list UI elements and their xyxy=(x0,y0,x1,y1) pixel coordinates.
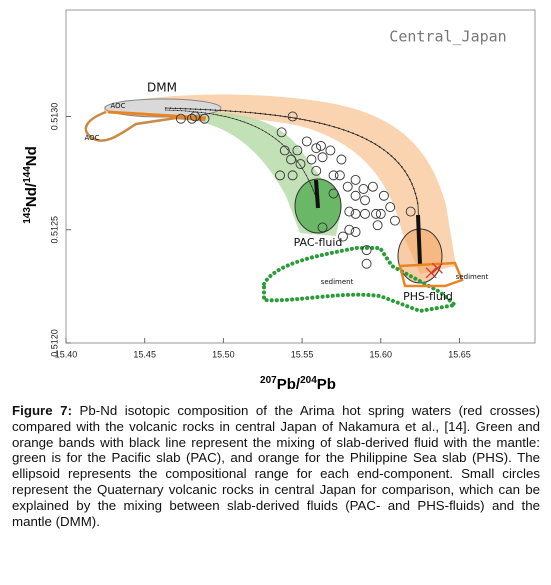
region-label: Central_Japan xyxy=(389,28,506,46)
point xyxy=(342,181,353,192)
cross-stroke xyxy=(425,267,437,279)
phs-end xyxy=(416,214,422,265)
x-tick-label: 15.40 xyxy=(55,349,78,359)
point xyxy=(316,140,326,151)
pac-end xyxy=(314,179,320,209)
point xyxy=(175,113,186,124)
caption-text: Pb-Nd isotopic composition of the Arima … xyxy=(12,403,540,529)
y-label-part: 144 xyxy=(22,166,33,183)
point xyxy=(334,170,345,181)
cross-marker xyxy=(431,262,443,274)
x-tick-label: 15.55 xyxy=(291,349,314,359)
point xyxy=(301,136,312,147)
point xyxy=(350,174,361,185)
point xyxy=(378,190,389,201)
aoc-label: AOC xyxy=(84,134,99,142)
point xyxy=(358,184,369,194)
point xyxy=(389,215,400,226)
point xyxy=(361,245,372,256)
aoc-outline xyxy=(84,110,206,142)
point xyxy=(311,143,322,154)
cross-stroke xyxy=(431,262,443,274)
pac-sediment xyxy=(262,246,460,314)
point xyxy=(292,145,303,156)
point xyxy=(306,154,317,165)
x-axis-label: 207Pb/204Pb xyxy=(260,375,336,393)
point xyxy=(328,188,339,199)
point xyxy=(325,145,336,156)
phs-fluid-label: PHS-fluid xyxy=(403,290,453,303)
chart: Central_Japan DMM AOC AOC PAC-fluid PHS-… xyxy=(22,9,536,393)
point xyxy=(350,190,361,201)
point xyxy=(367,181,378,192)
point xyxy=(276,127,287,138)
cross-marker xyxy=(425,267,437,279)
point xyxy=(190,111,201,122)
phs-sediment xyxy=(398,261,464,288)
caption: Figure 7: Pb-Nd isotopic composition of … xyxy=(12,403,540,529)
point xyxy=(199,113,210,124)
point xyxy=(287,111,298,122)
sediment-label: sediment xyxy=(456,273,489,281)
sediment-label: sediment xyxy=(321,278,354,286)
point xyxy=(385,202,396,213)
caption-label: Figure 7: xyxy=(12,403,72,418)
point xyxy=(361,258,372,269)
point xyxy=(279,145,290,156)
point xyxy=(286,154,297,165)
pac-mixing-line xyxy=(164,109,318,201)
point xyxy=(295,159,306,169)
x-label-part: Pb xyxy=(317,376,336,393)
point xyxy=(328,170,339,181)
phs-band xyxy=(104,94,456,274)
x-label-part: 204 xyxy=(300,375,317,386)
phs-mixing-curve xyxy=(164,107,419,206)
point xyxy=(317,222,328,233)
point xyxy=(275,170,285,181)
x-label-part: 207 xyxy=(260,375,277,386)
y-label-part: Nd/ xyxy=(23,182,40,207)
y-label-part: 143 xyxy=(22,207,33,224)
point xyxy=(344,206,355,217)
x-tick-label: 15.50 xyxy=(212,349,235,359)
point xyxy=(372,220,383,231)
point xyxy=(317,152,328,163)
x-tick-label: 15.65 xyxy=(448,349,471,359)
x-tick-label: 15.45 xyxy=(133,349,156,359)
point xyxy=(405,206,416,217)
point xyxy=(350,227,361,237)
x-label-part: Pb/ xyxy=(277,376,301,393)
point xyxy=(287,170,298,181)
point xyxy=(344,224,355,235)
y-label-part: Nd xyxy=(23,146,40,166)
point xyxy=(186,113,197,124)
y-tick-label: 0.5130 xyxy=(49,103,59,131)
aoc-label: AOC xyxy=(110,102,125,110)
point xyxy=(371,208,381,219)
x-tick-label: 15.60 xyxy=(369,349,392,359)
point xyxy=(311,165,322,176)
point xyxy=(375,208,386,219)
point xyxy=(360,195,370,206)
dmm-label: DMM xyxy=(147,81,177,95)
point xyxy=(360,208,370,219)
point xyxy=(338,231,348,242)
aoc-line xyxy=(107,110,207,120)
y-tick-label: 0.5120 xyxy=(49,329,59,357)
point xyxy=(336,154,347,165)
y-axis-label: 143Nd/144Nd xyxy=(22,146,40,224)
y-tick-label: 0.5125 xyxy=(49,216,59,244)
pac-fluid-label: PAC-fluid xyxy=(294,236,343,249)
